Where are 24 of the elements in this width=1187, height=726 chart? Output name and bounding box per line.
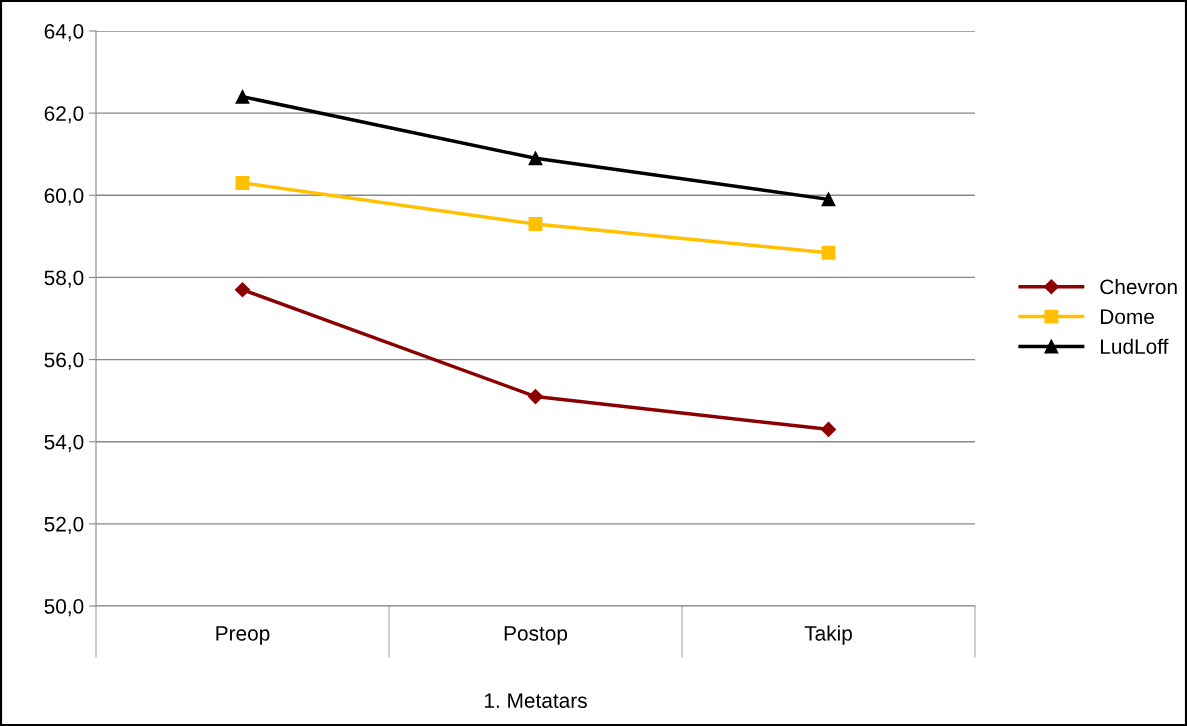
point (527, 388, 544, 405)
legend-label: LudLoff (1101, 338, 1169, 354)
y-tick-label: 64,0 (44, 24, 84, 42)
point (235, 89, 250, 104)
y-tick-label: 62,0 (44, 106, 84, 124)
y-tick-label: 52,0 (44, 516, 84, 535)
point (821, 192, 836, 207)
y-tick-label: 50,0 (44, 599, 84, 617)
y-tick-label: 58,0 (44, 270, 84, 288)
x-axis-title: 1. Metatars (484, 693, 587, 708)
point (528, 151, 543, 166)
point (528, 217, 543, 231)
point (235, 176, 250, 190)
point (821, 245, 836, 260)
y-tick-label: 54,0 (44, 434, 84, 452)
point (820, 421, 837, 437)
x-tick-label: Preop (216, 626, 270, 645)
x-tick-label: Takip (804, 625, 852, 645)
legend-label: Dome (1101, 309, 1154, 325)
y-tick-label: 60,0 (44, 188, 84, 206)
point (234, 282, 251, 298)
x-tick-label: Postop (504, 626, 568, 645)
legend-label: Chevron (1100, 278, 1177, 295)
y-tick-label: 56,0 (44, 352, 84, 370)
